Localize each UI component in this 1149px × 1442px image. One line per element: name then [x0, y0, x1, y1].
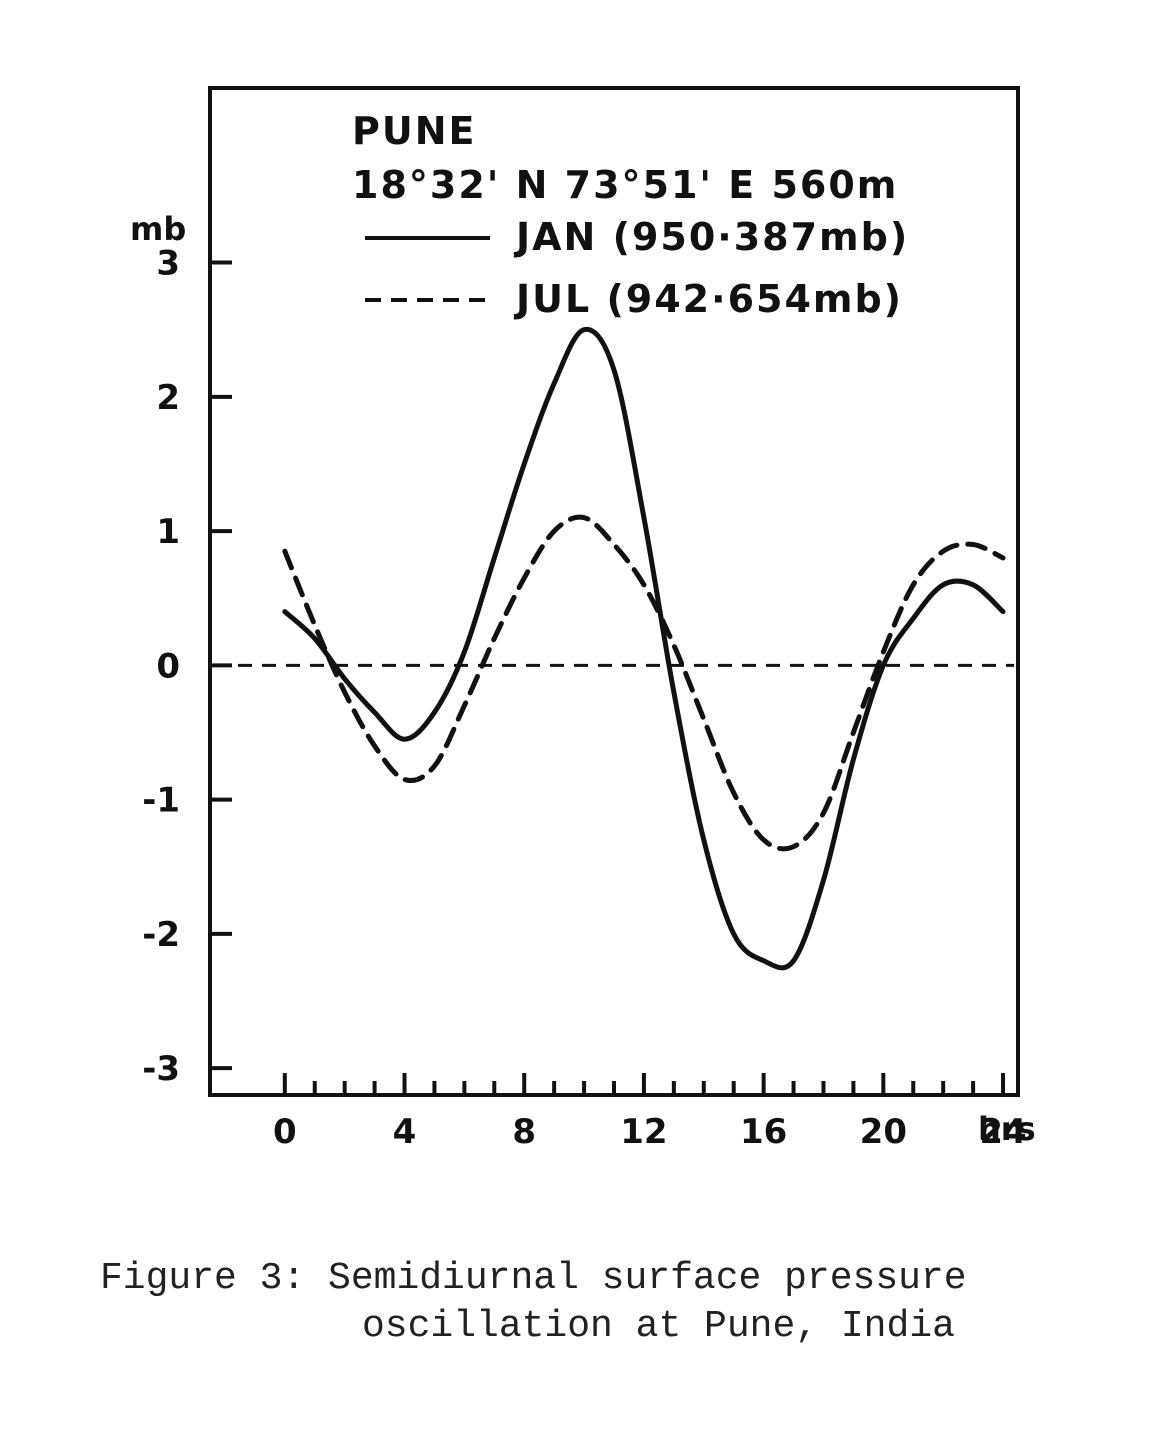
- caption-line-2: oscillation at Pune, India: [362, 1305, 955, 1348]
- x-tick-label: 8: [512, 1112, 536, 1152]
- x-axis-unit: hrs: [978, 1110, 1036, 1148]
- series-line-jan: [282, 326, 1006, 971]
- y-tick-label: 1: [156, 512, 180, 552]
- x-tick-label: 12: [620, 1112, 667, 1152]
- y-tick-label: 0: [156, 646, 180, 686]
- series-line-jul: [282, 514, 1006, 852]
- x-tick-label: 16: [740, 1112, 787, 1152]
- y-tick-label: -2: [142, 915, 180, 955]
- x-tick-label: 20: [860, 1112, 907, 1152]
- y-tick-label: 3: [156, 244, 180, 284]
- y-tick-label: -1: [142, 781, 180, 821]
- y-tick-label: 2: [156, 378, 180, 418]
- x-tick-label: 4: [393, 1112, 417, 1152]
- legend-entry-jan: JAN (950·387mb): [513, 215, 909, 259]
- chart-subtitle: 18°32' N 73°51' E 560m: [352, 163, 898, 207]
- y-axis: 3 2 1 0 -1 -2 -3: [142, 244, 232, 1089]
- caption-line-1: Figure 3: Semidiurnal surface pressure: [100, 1257, 967, 1300]
- series-layer: [282, 326, 1006, 971]
- y-axis-unit: mb: [130, 210, 186, 248]
- y-tick-label: -3: [142, 1049, 180, 1089]
- x-axis: 0 4 8 12 16 20 24: [273, 1073, 1027, 1152]
- figure-caption: Figure 3: Semidiurnal surface pressure o…: [100, 1255, 1140, 1351]
- x-tick-label: 24: [979, 1112, 1026, 1152]
- chart-title: PUNE: [352, 109, 476, 153]
- legend-entry-jul: JUL (942·654mb): [513, 277, 903, 321]
- x-tick-label: 0: [273, 1112, 297, 1152]
